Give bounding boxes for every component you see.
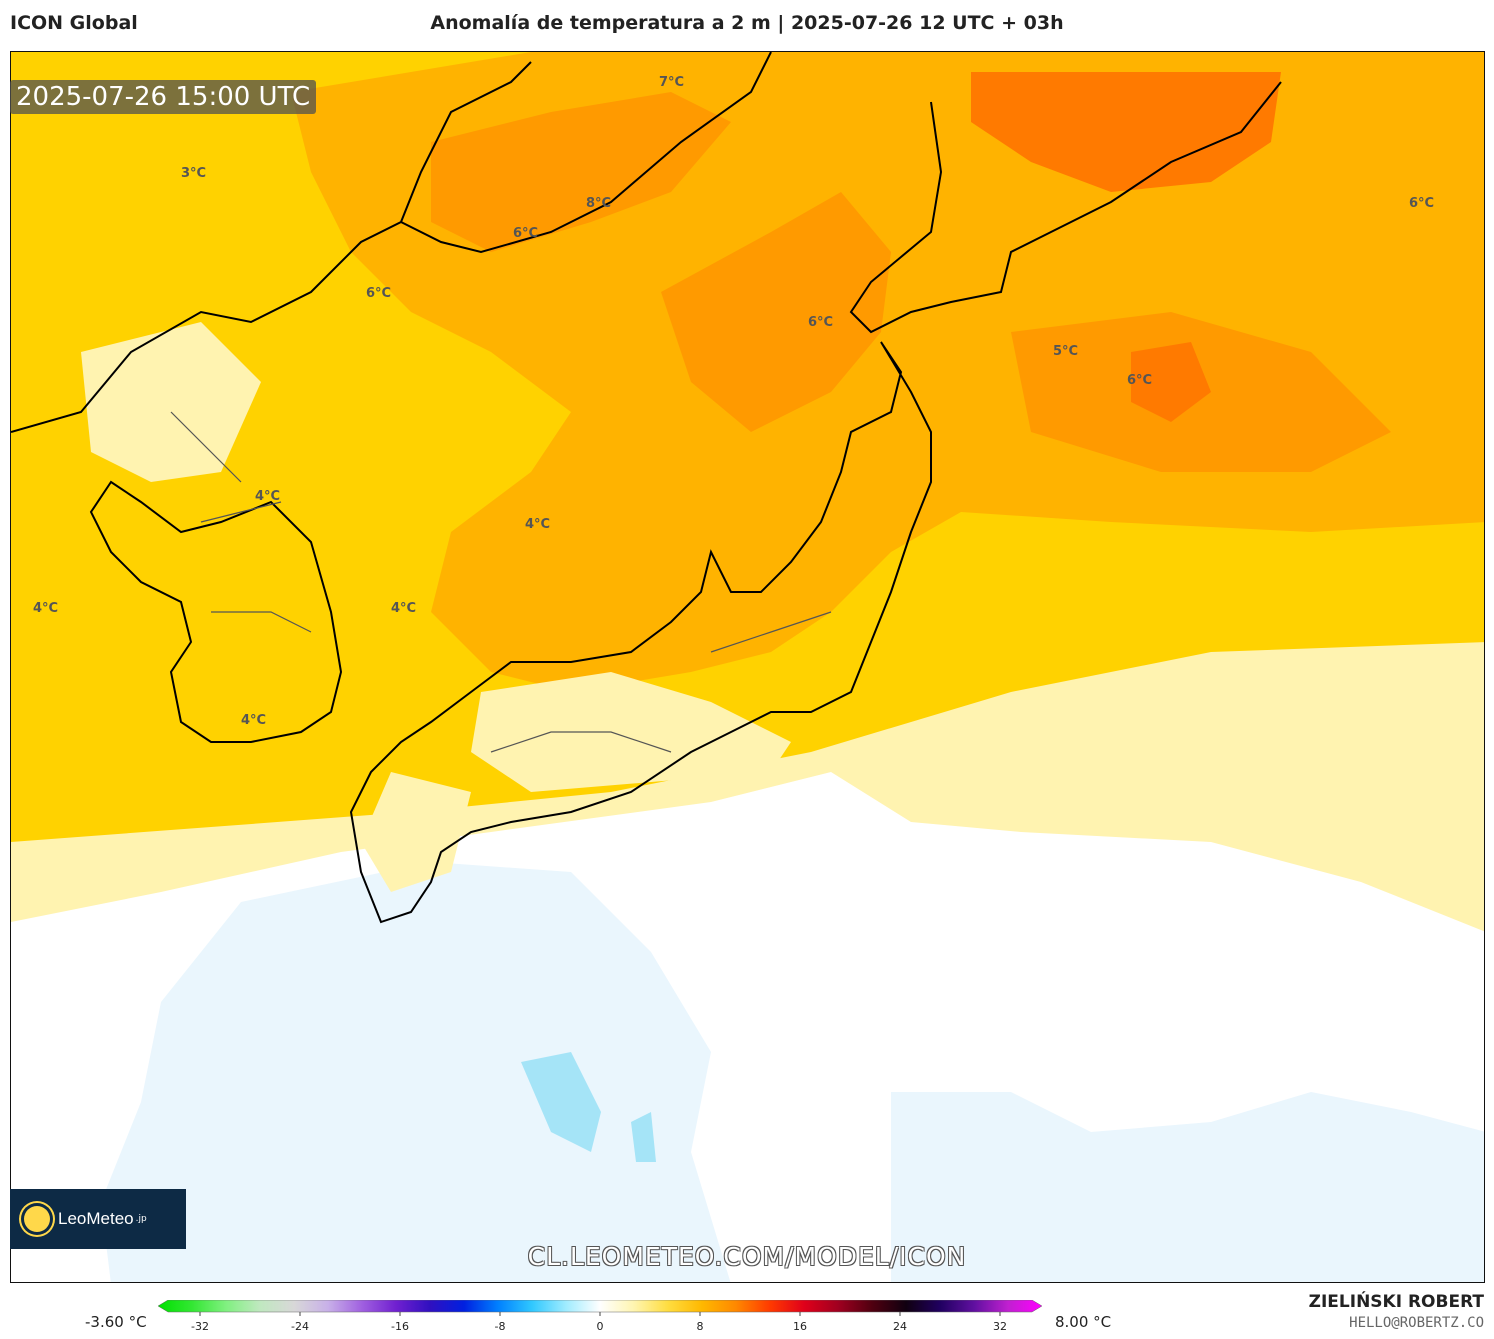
contour-label: 8°C	[586, 196, 611, 211]
contour-label: 6°C	[366, 286, 391, 301]
field-negative-west	[101, 862, 731, 1282]
colorbar-ramp	[158, 1300, 1043, 1313]
colorbar-tick-label: 32	[993, 1320, 1007, 1333]
field-pale-japan	[471, 672, 791, 792]
contour-label: 4°C	[255, 489, 280, 504]
field-hot-north	[431, 92, 731, 252]
field-hot-northeast	[971, 72, 1281, 192]
contour-label: 6°C	[1409, 196, 1434, 211]
author-credit: ZIELIŃSKI ROBERT	[1308, 1292, 1484, 1312]
colorbar-tick-label: -8	[495, 1320, 506, 1333]
valid-time-badge: 2025-07-26 15:00 UTC	[10, 80, 317, 114]
field-negative-core	[521, 1052, 601, 1152]
field-negative-east	[891, 1092, 1484, 1282]
field-pale-kyushu	[361, 772, 471, 892]
model-name: ICON Global	[10, 12, 138, 34]
colorbar-tick-label: -24	[291, 1320, 309, 1333]
field-negative-core-2	[631, 1112, 656, 1162]
colorbar-tick-label: -32	[191, 1320, 209, 1333]
colorbar-max-label: 8.00 °C	[1055, 1313, 1112, 1331]
anomaly-map[interactable]: 3°C 7°C 8°C 6°C 6°C 6°C 6°C 5°C 6°C 4°C …	[10, 51, 1485, 1283]
field-hot-east-core	[1131, 342, 1211, 422]
map-title: Anomalía de temperatura a 2 m | 2025-07-…	[430, 12, 1064, 34]
source-url: CL.LEOMETEO.COM/MODEL/ICON	[527, 1242, 967, 1271]
contour-label: 5°C	[1053, 344, 1078, 359]
author-email[interactable]: HELLO@ROBERTZ.CO	[1349, 1315, 1484, 1331]
logo-text: LeoMeteo	[58, 1209, 134, 1228]
contour-label: 6°C	[808, 315, 833, 330]
contour-label: 4°C	[391, 601, 416, 616]
contour-label: 4°C	[525, 517, 550, 532]
colorbar-tick-label: -16	[391, 1320, 409, 1333]
field-hot-center	[661, 192, 891, 432]
colorbar-min-label: -3.60 °C	[85, 1313, 147, 1331]
contour-label: 4°C	[241, 713, 266, 728]
map-canvas: 3°C 7°C 8°C 6°C 6°C 6°C 6°C 5°C 6°C 4°C …	[11, 52, 1484, 1282]
colorbar-tick-label: 16	[793, 1320, 807, 1333]
colorbar-tick-label: 8	[697, 1320, 704, 1333]
sun-icon	[24, 1206, 50, 1232]
coastlines	[11, 52, 1282, 924]
contour-label: 4°C	[33, 601, 58, 616]
admin-borders	[170, 411, 832, 753]
colorbar-tick-label: 24	[893, 1320, 907, 1333]
colorbar-tick-label: 0	[597, 1320, 604, 1333]
leometeo-logo[interactable]: LeoMeteo .jp	[10, 1189, 186, 1249]
logo-suffix: .jp	[135, 1214, 147, 1224]
contour-label: 7°C	[659, 75, 684, 90]
colorbar: -32 -24 -16 -8 0 8 16 24 32	[158, 1300, 1043, 1333]
contour-label: 6°C	[513, 226, 538, 241]
contour-labels: 3°C 7°C 8°C 6°C 6°C 6°C 6°C 5°C 6°C 4°C …	[33, 75, 1434, 728]
contour-label: 6°C	[1127, 373, 1152, 388]
field-pale-korea	[81, 322, 261, 482]
contour-label: 3°C	[181, 166, 206, 181]
